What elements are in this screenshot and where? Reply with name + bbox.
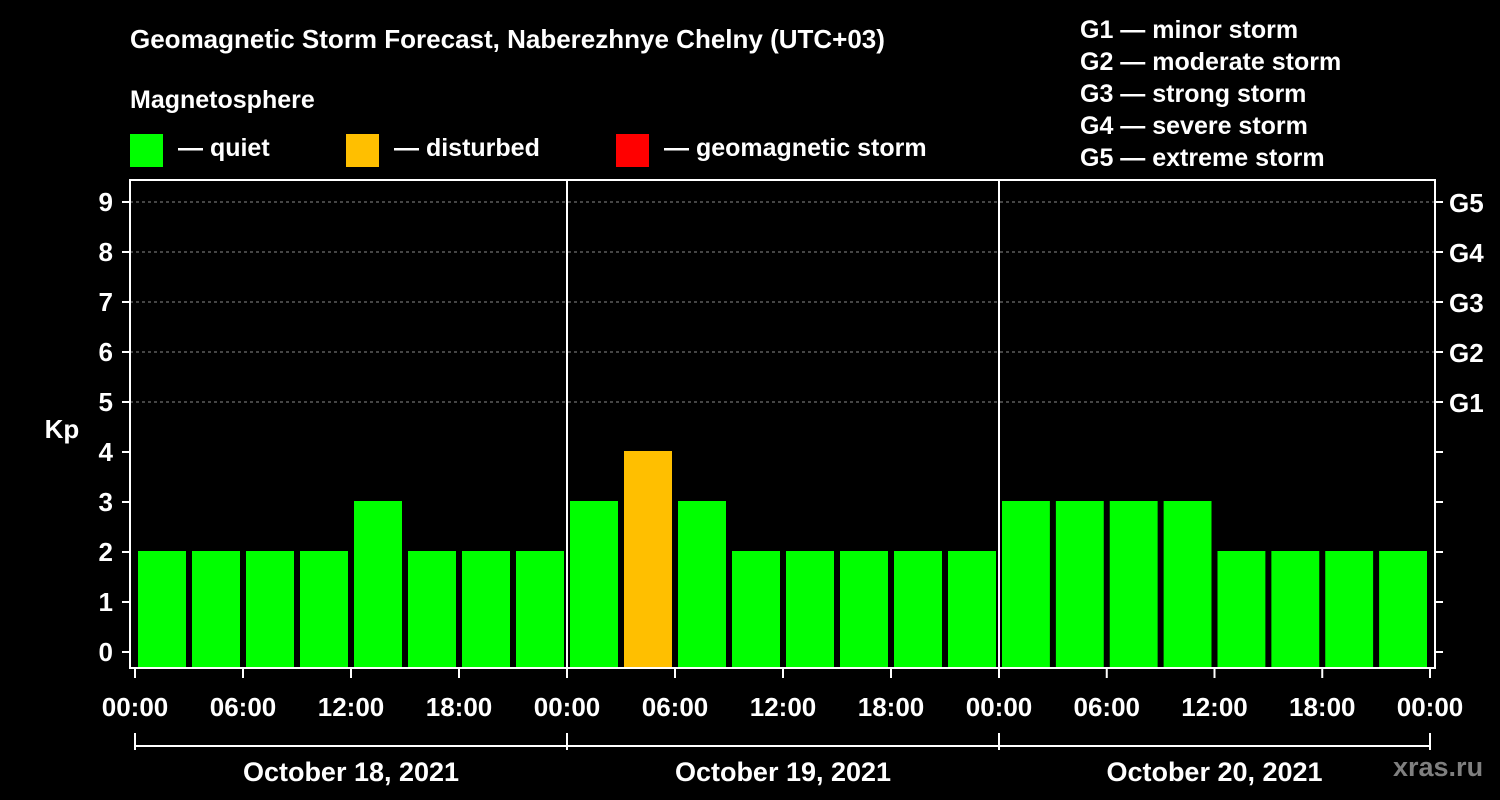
right-tick-label-g3: G3 xyxy=(1449,288,1484,318)
kp-bar-15 xyxy=(894,551,942,668)
right-tick-label-g5: G5 xyxy=(1449,188,1484,218)
kp-bar-21 xyxy=(1217,551,1266,668)
bar-layer xyxy=(138,451,1427,668)
kp-bar-23 xyxy=(1325,551,1374,668)
ytick-label-1: 1 xyxy=(99,587,113,617)
legend-swatch-quiet xyxy=(130,134,163,167)
ytick-label-0: 0 xyxy=(99,637,113,667)
ytick-label-7: 7 xyxy=(99,287,113,317)
day-label-1: October 18, 2021 xyxy=(243,757,459,787)
xtick-label-9: 06:00 xyxy=(1074,692,1141,722)
xtick-label-1: 06:00 xyxy=(210,692,277,722)
storm-scale-g4: G4 — severe storm xyxy=(1080,112,1308,140)
kp-bar-20 xyxy=(1163,501,1212,668)
ytick-label-8: 8 xyxy=(99,237,113,267)
kp-bar-7 xyxy=(462,551,510,668)
xtick-label-5: 06:00 xyxy=(642,692,709,722)
xtick-label-2: 12:00 xyxy=(318,692,385,722)
legend-label-disturbed: — disturbed xyxy=(394,134,540,162)
xtick-label-6: 12:00 xyxy=(750,692,817,722)
xtick-label-12: 00:00 xyxy=(1397,692,1464,722)
xtick-label-4: 00:00 xyxy=(534,692,601,722)
grid-layer xyxy=(130,201,1435,403)
kp-bar-17 xyxy=(1002,501,1050,668)
legend-heading: Magnetosphere xyxy=(130,86,315,114)
kp-bar-1 xyxy=(138,551,186,668)
kp-bar-18 xyxy=(1055,501,1104,668)
kp-bar-24 xyxy=(1379,551,1427,668)
storm-scale-g3: G3 — strong storm xyxy=(1080,80,1307,108)
kp-bar-14 xyxy=(840,551,888,668)
day-label-3: October 20, 2021 xyxy=(1106,757,1322,787)
ytick-label-9: 9 xyxy=(99,187,113,217)
right-tick-label-g1: G1 xyxy=(1449,388,1484,418)
kp-bar-6 xyxy=(408,551,456,668)
ytick-label-2: 2 xyxy=(99,537,113,567)
kp-bar-3 xyxy=(246,551,294,668)
day-label-2: October 19, 2021 xyxy=(675,757,891,787)
ytick-label-5: 5 xyxy=(99,387,113,417)
axis-layer xyxy=(122,179,1443,750)
label-layer: 0 1 2 3 4 5 6 7 8 9 G1 G2 G3 G4 G5 Kp 00:00 06:00 12:00 18:… xyxy=(45,187,1485,787)
kp-bar-22 xyxy=(1271,551,1320,668)
xtick-label-3: 18:00 xyxy=(426,692,493,722)
xtick-label-7: 18:00 xyxy=(858,692,925,722)
storm-scale-g5: G5 — extreme storm xyxy=(1080,144,1325,172)
kp-bar-13 xyxy=(786,551,834,668)
right-tick-label-g2: G2 xyxy=(1449,338,1484,368)
kp-bar-5 xyxy=(354,501,402,668)
legend-label-quiet: — quiet xyxy=(178,134,270,162)
xtick-label-8: 00:00 xyxy=(966,692,1033,722)
kp-bar-9 xyxy=(570,501,618,668)
kp-bar-8 xyxy=(516,551,564,668)
right-tick-label-g4: G4 xyxy=(1449,238,1484,268)
kp-bar-12 xyxy=(732,551,780,668)
kp-bar-16 xyxy=(948,551,996,668)
ytick-label-3: 3 xyxy=(99,487,113,517)
legend-label-storm: — geomagnetic storm xyxy=(664,134,927,162)
ytick-label-4: 4 xyxy=(99,437,114,467)
watermark: xras.ru xyxy=(1393,752,1484,782)
chart-title: Geomagnetic Storm Forecast, Naberezhnye … xyxy=(130,24,885,54)
storm-scale-g2: G2 — moderate storm xyxy=(1080,48,1342,76)
legend-swatch-storm xyxy=(616,134,649,167)
ytick-label-6: 6 xyxy=(99,337,113,367)
kp-bar-2 xyxy=(192,551,240,668)
y-axis-label: Kp xyxy=(45,414,80,444)
legend-swatch-disturbed xyxy=(346,134,379,167)
kp-bar-4 xyxy=(300,551,348,668)
xtick-label-11: 18:00 xyxy=(1289,692,1356,722)
kp-bar-11 xyxy=(678,501,726,668)
xtick-label-0: 00:00 xyxy=(102,692,169,722)
kp-bar-19 xyxy=(1109,501,1158,668)
storm-scale-g1: G1 — minor storm xyxy=(1080,16,1299,44)
kp-bar-10 xyxy=(624,451,672,668)
xtick-label-10: 12:00 xyxy=(1181,692,1248,722)
